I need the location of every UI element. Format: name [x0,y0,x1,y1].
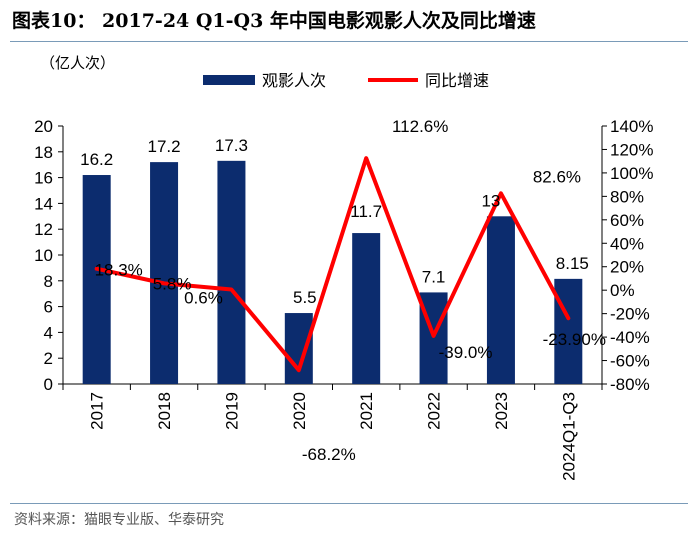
bar-value-label: 11.7 [350,202,382,221]
x-tick-label: 2023 [492,392,511,430]
right-tick-label: -20% [610,305,650,324]
x-tick-label: 2022 [425,392,444,430]
title-divider [10,41,688,42]
growth-value-label: -39.0% [439,343,493,362]
left-tick-label: 10 [34,246,53,265]
source-note: 资料来源：猫眼专业版、华泰研究 [14,512,224,528]
x-tick-label: 2019 [222,392,241,430]
bar-2017 [82,175,111,384]
footer-divider [10,503,688,504]
growth-value-label: 5.8% [153,274,192,293]
bar-value-label: 17.2 [148,137,181,156]
right-tick-label: 60% [610,211,644,230]
bar-value-label: 8.15 [556,254,589,273]
x-tick-label: 2018 [155,392,174,430]
legend-bar-label: 观影人次 [262,72,326,90]
x-tick-label: 2017 [88,392,107,430]
bar-value-label: 17.3 [215,136,248,155]
x-tick-label: 2021 [357,392,376,430]
data-labels-group: 16.2 17.2 17.3 5.5 11.7 7.1 13 8.15 18.3% 5.8%0.6… [80,117,606,464]
bar-value-label: 5.5 [293,288,317,307]
axes-group: 0 2 4 6 8 10 12 14 16 18 20 -80% -60% -40% -20% 0% 20% 40… [34,117,653,481]
left-tick-label: 16 [34,169,53,188]
right-tick-label: -60% [610,352,650,371]
bar-value-label: 7.1 [422,267,446,286]
right-tick-label: 100% [610,164,653,183]
left-tick-label: 2 [44,349,53,368]
bar-2020 [284,313,313,384]
unit-label: （亿人次） [40,54,116,72]
left-tick-label: 4 [44,323,53,342]
bar-2018 [150,162,179,384]
line-group [94,156,571,373]
left-tick-label: 12 [34,220,53,239]
left-tick-label: 6 [44,298,53,317]
growth-value-label: 0.6% [184,288,223,307]
growth-value-label: -23.90% [543,330,606,349]
right-tick-label: -40% [610,328,650,347]
right-tick-label: 140% [610,117,653,136]
growth-value-label: 18.3% [95,261,143,280]
legend-line-label: 同比增速 [425,72,489,90]
bar-value-label: 13 [481,191,500,210]
bar-2023 [486,216,515,384]
x-tick-label: 2024Q1-Q3 [559,392,578,481]
x-tick-label: 2020 [290,392,309,430]
bar-2021 [352,233,381,384]
right-tick-label: 0% [610,281,635,300]
right-tick-label: 80% [610,187,644,206]
left-tick-label: 18 [34,143,53,162]
growth-line [94,156,571,373]
chart-title: 图表10： 2017-24 Q1-Q3 年中国电影观影人次及同比增速 [12,10,536,32]
bar-2019 [217,160,246,384]
right-tick-label: 40% [610,234,644,253]
growth-value-label: 82.6% [533,167,581,186]
left-tick-label: 14 [34,194,53,213]
bar-value-label: 16.2 [80,150,113,169]
right-tick-label: 20% [610,258,644,277]
growth-value-label: -68.2% [302,445,356,464]
left-tick-label: 20 [34,117,53,136]
left-tick-label: 0 [44,375,53,394]
right-tick-label: 120% [610,140,653,159]
growth-value-label: 112.6% [392,117,448,136]
right-tick-label: -80% [610,375,650,394]
left-tick-label: 8 [44,272,53,291]
legend-group: 观影人次 同比增速 [203,72,489,90]
legend-bar-swatch [203,75,255,85]
bars-group [82,160,583,384]
bar-2024Q1-Q3 [554,278,583,384]
